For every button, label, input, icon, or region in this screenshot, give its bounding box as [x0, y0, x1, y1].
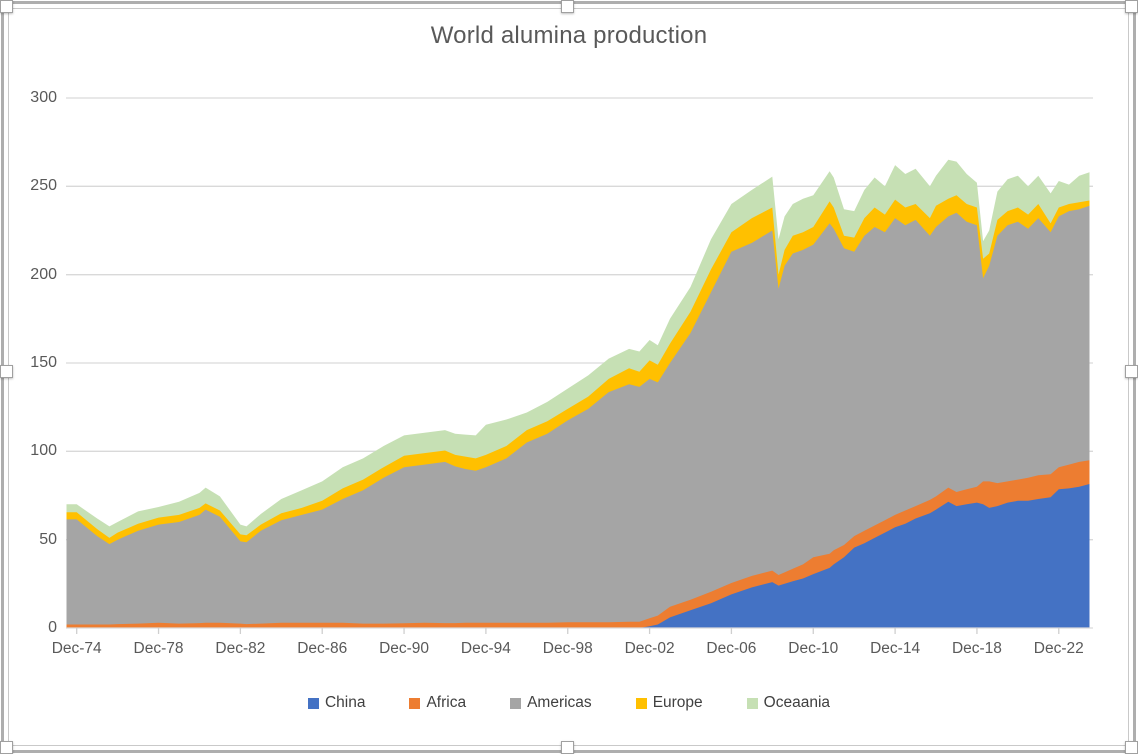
legend-item-oceaania[interactable]: Oceaania [746, 694, 831, 712]
legend-label-europe: Europe [652, 694, 703, 711]
x-tick-label-Dec-78: Dec-78 [133, 640, 184, 657]
legend-label-americas: Americas [527, 694, 592, 711]
resize-handle-top-right[interactable] [1125, 0, 1138, 13]
legend-label-china: China [324, 694, 366, 711]
x-tick-label-Dec-14: Dec-14 [870, 640, 921, 657]
resize-handle-top-left[interactable] [0, 0, 13, 13]
y-tick-label-50: 50 [39, 530, 57, 548]
legend-item-china[interactable]: China [307, 694, 366, 712]
x-tick-label-Dec-22: Dec-22 [1033, 640, 1084, 657]
legend-swatch-africa [409, 697, 421, 709]
resize-handle-middle-right[interactable] [1125, 365, 1138, 378]
resize-handle-top-middle[interactable] [561, 0, 574, 13]
y-tick-label-250: 250 [30, 177, 57, 195]
chart-title: World alumina production [430, 22, 708, 49]
resize-handle-bottom-middle[interactable] [561, 741, 574, 754]
legend-swatch-americas [510, 697, 522, 709]
x-tick-label-Dec-02: Dec-02 [624, 640, 675, 657]
x-tick-label-Dec-10: Dec-10 [788, 640, 839, 657]
x-tick-label-Dec-06: Dec-06 [706, 640, 757, 657]
legend-label-oceaania: Oceaania [763, 694, 831, 711]
x-tick-label-Dec-18: Dec-18 [951, 640, 1002, 657]
resize-handle-bottom-right[interactable] [1125, 741, 1138, 754]
y-tick-label-150: 150 [30, 354, 57, 371]
x-tick-label-Dec-74: Dec-74 [51, 640, 102, 657]
area-china[interactable] [66, 484, 1090, 628]
resize-handle-bottom-left[interactable] [0, 741, 13, 754]
legend-item-africa[interactable]: Africa [409, 694, 466, 712]
y-tick-label-300: 300 [30, 89, 57, 106]
legend-item-europe[interactable]: Europe [635, 694, 703, 712]
chart-legend: China Africa Americas Europe Oceaania [0, 694, 1138, 712]
x-tick-label-Dec-82: Dec-82 [215, 640, 266, 657]
legend-label-africa: Africa [426, 694, 467, 711]
y-tick-label-100: 100 [30, 442, 57, 460]
legend-swatch-oceaania [746, 697, 758, 709]
area-americas[interactable] [66, 205, 1090, 629]
x-tick-label-Dec-94: Dec-94 [460, 640, 511, 657]
y-tick-label-200: 200 [30, 265, 57, 283]
x-tick-label-Dec-98: Dec-98 [542, 640, 593, 657]
x-tick-label-Dec-90: Dec-90 [379, 640, 430, 657]
x-tick-label-Dec-86: Dec-86 [297, 640, 348, 657]
resize-handle-middle-left[interactable] [0, 365, 13, 378]
legend-swatch-europe [635, 697, 647, 709]
legend-swatch-china [307, 697, 319, 709]
y-tick-label-0: 0 [48, 619, 57, 636]
legend-item-americas[interactable]: Americas [510, 694, 592, 712]
